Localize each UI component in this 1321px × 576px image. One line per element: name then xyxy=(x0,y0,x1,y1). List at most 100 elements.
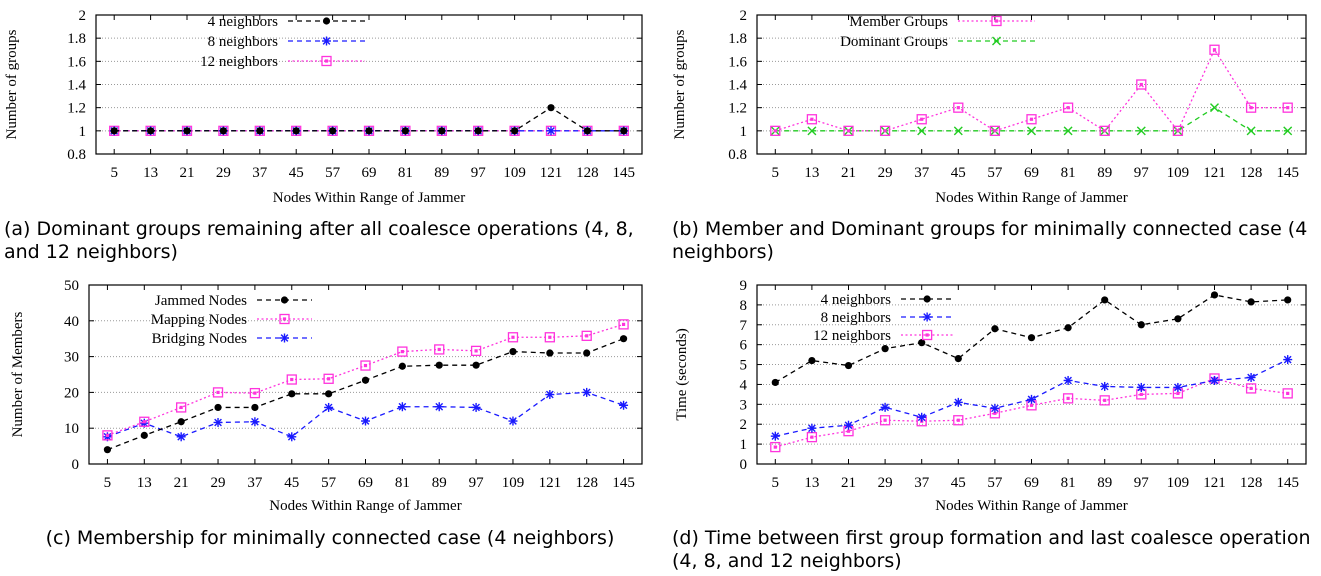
y-tick-label: 1.6 xyxy=(728,54,747,70)
point-4-neighbors xyxy=(329,127,337,135)
x-tick-label: 121 xyxy=(539,475,562,491)
x-tick-label: 45 xyxy=(284,475,299,491)
point-bridging-nodes xyxy=(397,402,407,412)
y-tick-label: 1.8 xyxy=(67,31,86,47)
point-member-groups xyxy=(1136,79,1147,90)
point-4-neighbors xyxy=(1137,321,1145,329)
x-tick-label: 109 xyxy=(502,475,525,491)
point-8-neighbors xyxy=(1136,382,1146,392)
x-tick-label: 145 xyxy=(1276,475,1299,491)
y-tick-label: 40 xyxy=(64,314,79,330)
x-tick-label: 69 xyxy=(1024,475,1039,491)
point-bridging-nodes xyxy=(176,432,186,442)
legend-marker-12-neighbors xyxy=(321,55,332,67)
x-tick-label: 145 xyxy=(613,165,636,181)
x-tick-label: 89 xyxy=(434,165,449,181)
x-tick-label: 97 xyxy=(469,475,485,491)
point-member-groups xyxy=(1099,125,1110,136)
point-bridging-nodes xyxy=(471,402,481,412)
y-tick-label: 1.2 xyxy=(67,101,86,117)
point-8-neighbors xyxy=(844,420,853,430)
point-bridging-nodes xyxy=(361,416,370,426)
point-bridging-nodes xyxy=(619,400,629,410)
point-jammed-nodes xyxy=(140,431,148,439)
point-8-neighbors xyxy=(1173,382,1183,392)
point-8-neighbors xyxy=(1063,375,1073,385)
point-4-neighbors xyxy=(147,127,155,135)
point-mapping-nodes xyxy=(249,387,261,399)
point-4-neighbors xyxy=(771,378,779,387)
y-axis-label: Number of groups xyxy=(4,29,20,139)
point-member-groups xyxy=(770,125,781,136)
x-tick-label: 128 xyxy=(576,165,599,181)
chart-a: 0.8 1 1.2 1.4 1.6 1.8 2 5 13 21 29 37 45 57 69 81 89 97 10… xyxy=(4,8,643,206)
point-4-neighbors xyxy=(183,127,191,135)
point-8-neighbors xyxy=(990,403,1000,413)
y-tick-label: 2 xyxy=(740,8,748,24)
point-4-neighbors xyxy=(1064,324,1072,332)
caption-d: (d) Time between first group formation a… xyxy=(672,527,1311,572)
point-mapping-nodes xyxy=(470,345,482,357)
chart-b: 0.8 1 1.2 1.4 1.6 1.8 2 5 13 21 29 37 45 57 69 81 89 97 10… xyxy=(672,8,1307,206)
point-jammed-nodes xyxy=(583,349,591,357)
y-tick-label: 1 xyxy=(740,437,748,453)
x-tick-label: 89 xyxy=(1097,475,1112,491)
caption-b: (b) Member and Dominant groups for minim… xyxy=(672,218,1308,263)
x-tick-label: 69 xyxy=(1024,165,1039,181)
point-4-neighbors xyxy=(365,127,373,135)
x-tick-label: 29 xyxy=(878,165,893,181)
legend-marker-member-groups xyxy=(991,15,1002,27)
plot-frame xyxy=(756,14,1307,155)
point-jammed-nodes xyxy=(619,335,628,343)
legend-marker-dominant-groups xyxy=(992,36,1001,46)
legend-label-jammed-nodes: Jammed Nodes xyxy=(155,293,247,309)
legend-marker-4-neighbors xyxy=(923,295,931,303)
legend-label-4-neighbors: 4 neighbors xyxy=(208,14,279,30)
x-tick-label: 37 xyxy=(252,165,268,181)
point-member-groups xyxy=(1209,44,1220,55)
legend-label-member-groups: Member Groups xyxy=(849,14,948,30)
point-jammed-nodes xyxy=(103,446,112,454)
y-tick-label: 50 xyxy=(64,278,79,294)
x-tick-label: 13 xyxy=(804,475,819,491)
x-tick-label: 81 xyxy=(398,165,413,181)
legend-label-8-neighbors: 8 neighbors xyxy=(821,310,892,326)
point-4-neighbors xyxy=(1210,291,1219,299)
point-12-neighbors xyxy=(1099,395,1110,406)
point-jammed-nodes xyxy=(214,403,222,412)
legend-marker-12-neighbors xyxy=(921,329,933,341)
x-tick-label: 29 xyxy=(878,475,893,491)
series-line-bridging-nodes xyxy=(107,391,624,438)
point-jammed-nodes xyxy=(472,361,480,369)
y-tick-label: 2 xyxy=(740,417,748,433)
y-tick-label: 9 xyxy=(740,278,748,294)
point-dominant-groups xyxy=(953,126,963,136)
point-mapping-nodes xyxy=(434,344,445,355)
x-axis-label: Nodes Within Range of Jammer xyxy=(935,498,1127,514)
point-4-neighbors xyxy=(844,361,853,370)
point-member-groups xyxy=(843,125,854,136)
point-4-neighbors xyxy=(438,127,446,135)
point-member-groups xyxy=(916,114,927,125)
y-tick-label: 30 xyxy=(64,350,79,366)
x-tick-label: 13 xyxy=(137,475,152,491)
point-4-neighbors xyxy=(954,354,962,363)
caption-c: (c) Membership for minimally connected c… xyxy=(45,527,615,549)
point-jammed-nodes xyxy=(325,390,333,398)
point-bridging-nodes xyxy=(287,432,297,442)
point-member-groups xyxy=(1062,102,1074,113)
point-member-groups xyxy=(879,125,891,136)
x-tick-label: 97 xyxy=(471,165,487,181)
x-tick-label: 89 xyxy=(1097,165,1112,181)
x-tick-label: 45 xyxy=(951,475,966,491)
y-axis-label: Time (seconds) xyxy=(674,328,690,420)
point-mapping-nodes xyxy=(581,330,592,341)
point-4-neighbors xyxy=(1284,296,1292,304)
legend-marker-4-neighbors xyxy=(322,17,331,25)
point-4-neighbors xyxy=(547,104,555,112)
point-dominant-groups xyxy=(917,126,927,136)
point-dominant-groups xyxy=(1027,126,1036,136)
y-tick-label: 7 xyxy=(740,318,748,334)
x-tick-label: 97 xyxy=(1134,475,1150,491)
x-tick-label: 57 xyxy=(987,165,1003,181)
